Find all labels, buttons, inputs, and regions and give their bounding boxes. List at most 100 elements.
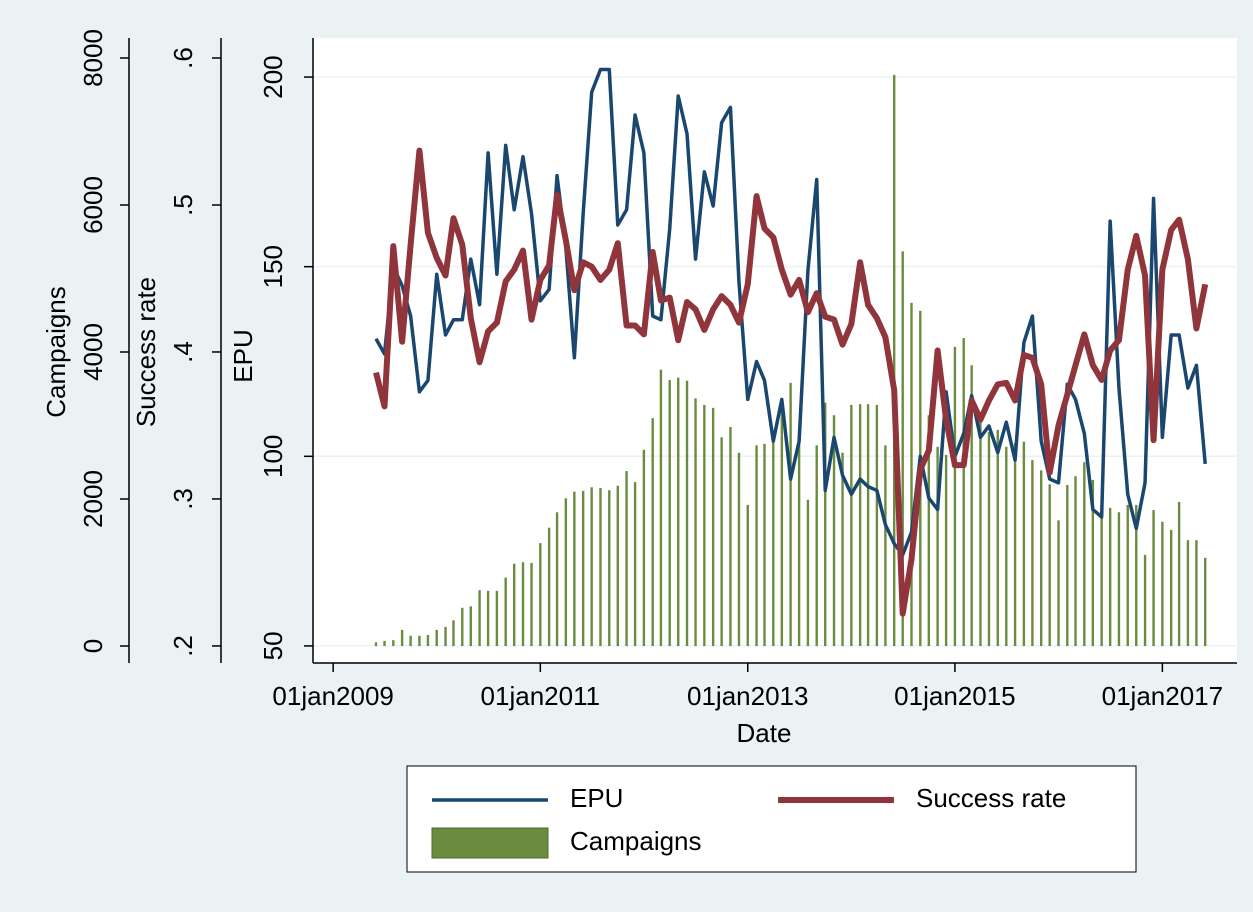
bar: [659, 369, 663, 647]
y-tick-label: 150: [258, 245, 288, 288]
bar: [858, 404, 862, 647]
bar: [1013, 443, 1017, 647]
bar: [755, 445, 758, 647]
x-tick-label: 01jan2009: [272, 681, 393, 711]
bar: [530, 562, 533, 647]
bar: [504, 577, 507, 647]
bar: [901, 251, 904, 647]
bar: [1048, 484, 1051, 647]
bar: [392, 640, 395, 647]
bar: [521, 562, 525, 647]
x-tick-label: 01jan2017: [1102, 681, 1223, 711]
y-tick-label: 4000: [78, 323, 108, 381]
bar: [729, 426, 732, 647]
bar: [703, 404, 706, 647]
bar: [1186, 540, 1190, 647]
bar: [996, 429, 999, 647]
bar: [469, 606, 472, 647]
bar: [1135, 504, 1138, 647]
bar: [651, 418, 654, 647]
bar: [461, 607, 464, 647]
bar: [979, 415, 982, 647]
bar: [737, 452, 741, 647]
bar: [418, 635, 421, 647]
bar: [383, 640, 386, 647]
bar: [850, 404, 853, 647]
bar: [616, 485, 619, 647]
bar: [1022, 441, 1026, 647]
bar: [927, 415, 931, 647]
bar: [892, 74, 896, 647]
bar: [1126, 504, 1129, 647]
bar: [1074, 476, 1077, 647]
bar: [539, 543, 542, 647]
bar: [944, 454, 948, 647]
bar: [875, 404, 879, 647]
bar: [866, 404, 870, 647]
bar: [1083, 462, 1086, 647]
y-tick-label: .3: [168, 488, 198, 510]
x-tick-label: 01jan2011: [481, 681, 601, 711]
line: [373, 147, 1209, 617]
bar: [936, 446, 939, 647]
bar: [478, 590, 481, 647]
bar: [763, 443, 766, 647]
bar: [1031, 460, 1034, 647]
y-tick-label: 0: [78, 639, 108, 653]
marks: [373, 67, 1209, 647]
bar: [772, 440, 775, 647]
bar: [987, 432, 991, 647]
bar: [642, 449, 646, 647]
bar: [573, 491, 576, 647]
bar: [910, 302, 913, 647]
bar: [789, 382, 792, 647]
bar: [685, 380, 689, 647]
bar: [824, 402, 827, 647]
bar: [797, 429, 801, 647]
bar: [633, 482, 637, 647]
x-tick-label: 01jan2013: [687, 681, 808, 711]
y-tick-label: 200: [258, 55, 288, 98]
bar: [1204, 557, 1207, 647]
bar: [1091, 479, 1095, 647]
bar: [625, 471, 628, 647]
bar: [841, 452, 844, 647]
x-axis-title: Date: [737, 718, 792, 748]
bar: [444, 626, 447, 647]
bar: [435, 629, 438, 647]
bar: [815, 445, 818, 647]
bar: [547, 527, 551, 647]
bar: [1108, 507, 1112, 647]
legend-label: EPU: [570, 783, 623, 813]
bar: [711, 407, 715, 647]
y2-axis-title: Success rate: [131, 277, 161, 427]
axes: 50 100 150 200 .2 .3 .4 .5 .6 0 2000 4000 6000 8000 01…: [78, 29, 1237, 711]
bar: [884, 445, 887, 647]
bar: [780, 407, 784, 647]
y-axis-title: EPU: [228, 329, 258, 382]
bar: [426, 634, 430, 647]
bar: [409, 635, 412, 647]
bar: [832, 415, 836, 647]
bar: [962, 338, 965, 647]
y-tick-label: .5: [168, 194, 198, 216]
bar: [1161, 521, 1164, 647]
legend-label: Success rate: [916, 783, 1066, 813]
x-tick-label: 01jan2015: [894, 681, 1015, 711]
bar: [668, 379, 671, 647]
bar: [694, 398, 697, 647]
bar: [608, 490, 611, 647]
bar: [1177, 501, 1181, 647]
bar: [581, 490, 585, 647]
y-tick-label: .4: [168, 341, 198, 363]
y-tick-label: 6000: [78, 176, 108, 234]
bar: [452, 620, 455, 647]
bar: [400, 629, 404, 647]
bar: [806, 499, 810, 647]
bar: [1152, 510, 1155, 647]
bar: [746, 504, 749, 647]
y-tick-label: 100: [258, 435, 288, 478]
y-tick-label: 2000: [78, 470, 108, 528]
y-tick-label: 8000: [78, 29, 108, 87]
